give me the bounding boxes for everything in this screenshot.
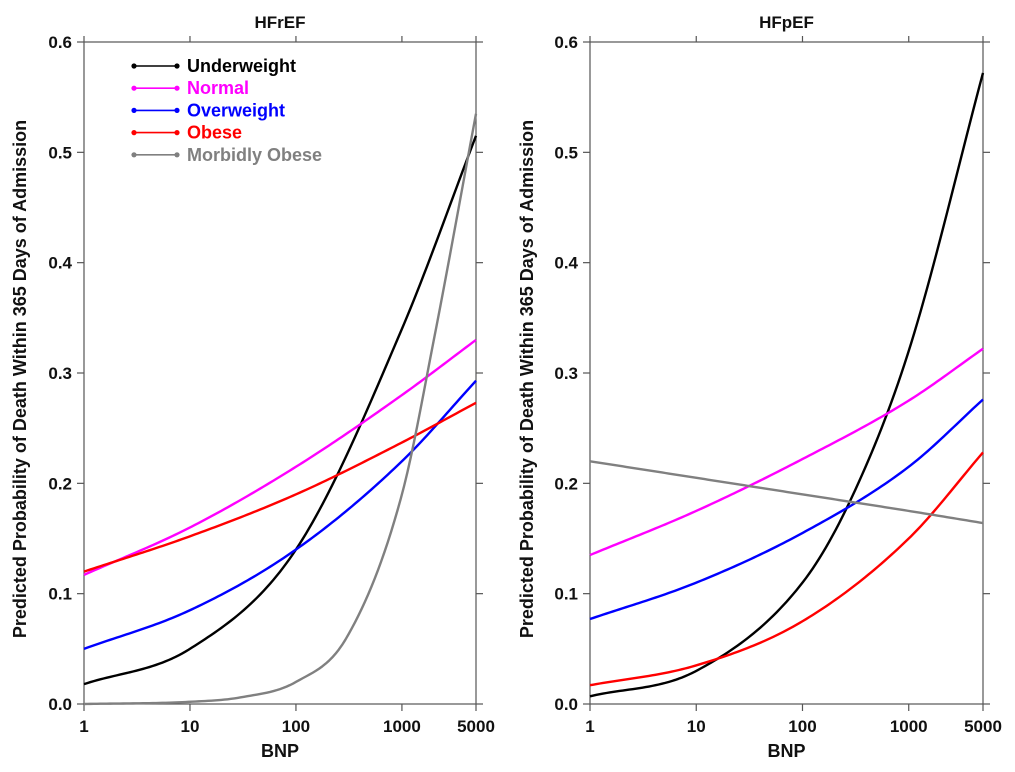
- y-tick-label: 0.6: [554, 33, 578, 52]
- series-line-underweight: [589, 72, 985, 698]
- legend-marker: [131, 107, 137, 113]
- y-tick-label: 0.5: [554, 143, 578, 162]
- plot-frame: [589, 41, 984, 705]
- series-line-normal: [83, 338, 477, 577]
- y-tick-label: 0.4: [554, 254, 578, 273]
- panel-title: HFrEF: [255, 13, 306, 32]
- legend-marker: [174, 85, 180, 91]
- panel-hfref: 0.0 0.1 0.2 0.3 0.4 0.5 0.6 1 10 100 1000 5000 HFrEF…: [10, 13, 495, 761]
- x-tick-label: 5000: [964, 717, 1002, 736]
- x-tick-label: 10: [687, 717, 706, 736]
- y-tick-label: 0.3: [48, 364, 72, 383]
- y-tick-label: 0.5: [48, 143, 72, 162]
- legend-marker: [131, 130, 137, 136]
- legend-label: Normal: [187, 78, 249, 98]
- legend-label: Underweight: [187, 56, 296, 76]
- y-tick-label: 0.2: [48, 474, 72, 493]
- x-axis-label: BNP: [767, 741, 805, 761]
- y-axis-label: Predicted Probability of Death Within 36…: [517, 120, 537, 638]
- x-axis-label: BNP: [261, 741, 299, 761]
- series-line-normal: [589, 347, 984, 557]
- y-tick-label: 0.2: [554, 474, 578, 493]
- legend-marker: [131, 85, 137, 91]
- legend-marker: [174, 152, 180, 158]
- y-tick-label: 0.3: [554, 364, 578, 383]
- x-tick-label: 10: [181, 717, 200, 736]
- legend-marker: [174, 130, 180, 136]
- x-tick-label: 1: [585, 717, 594, 736]
- x-tick-label: 1: [79, 717, 88, 736]
- y-tick-label: 0.0: [554, 695, 578, 714]
- legend-label: Morbidly Obese: [187, 145, 322, 165]
- panel-title: HFpEF: [759, 13, 814, 32]
- plot-frame: [83, 41, 477, 705]
- x-tick-label: 1000: [383, 717, 421, 736]
- series-line-morbidly-obese: [589, 460, 984, 525]
- series-line-overweight: [589, 398, 984, 621]
- legend-marker: [174, 63, 180, 69]
- legend-label: Overweight: [187, 100, 285, 120]
- series-line-morbidly-obese: [83, 113, 478, 706]
- x-tick-label: 100: [282, 717, 310, 736]
- y-axis-label: Predicted Probability of Death Within 36…: [10, 120, 30, 638]
- x-tick-label: 5000: [457, 717, 495, 736]
- legend-label: Obese: [187, 123, 242, 143]
- y-tick-label: 0.4: [48, 254, 72, 273]
- y-tick-label: 0.6: [48, 33, 72, 52]
- panel-hfpef: 0.0 0.1 0.2 0.3 0.4 0.5 0.6 1 10 100 1000 5000 HFpEF…: [517, 13, 1002, 761]
- legend-marker: [174, 107, 180, 113]
- x-tick-label: 1000: [890, 717, 928, 736]
- legend-marker: [131, 63, 137, 69]
- series-line-underweight: [83, 135, 478, 686]
- y-tick-label: 0.1: [554, 585, 578, 604]
- y-tick-label: 0.1: [48, 585, 72, 604]
- series-line-obese: [83, 401, 477, 573]
- y-tick-label: 0.0: [48, 695, 72, 714]
- legend-marker: [131, 152, 137, 158]
- x-tick-label: 100: [788, 717, 816, 736]
- series-line-obese: [589, 451, 984, 687]
